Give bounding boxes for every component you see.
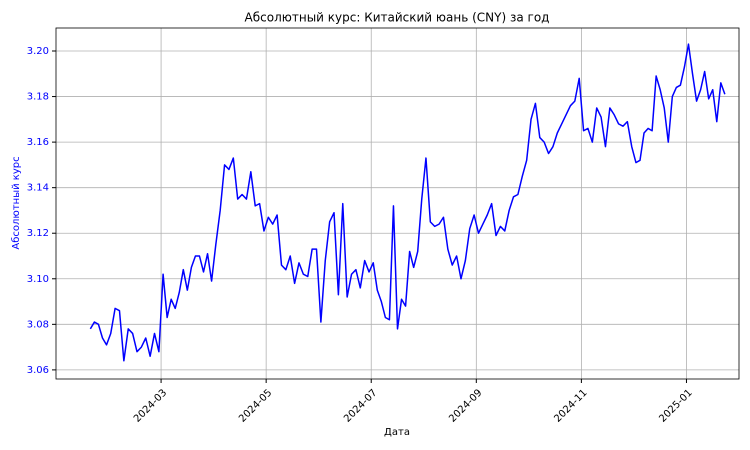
data-line: [89, 43, 726, 362]
y-tick-label: 3.10: [27, 274, 49, 285]
x-tick-label: 2024-07: [342, 387, 379, 424]
y-tick-label: 3.06: [27, 365, 49, 376]
x-tick-label: 2024-03: [132, 387, 169, 424]
x-tick-label: 2025-01: [657, 387, 694, 424]
y-tick-label: 3.14: [27, 183, 49, 194]
y-tick-label: 3.20: [27, 46, 49, 57]
y-axis-label: Абсолютный курс: [11, 156, 22, 249]
x-tick-label: 2024-11: [552, 387, 589, 424]
y-tick-label: 3.16: [27, 137, 49, 148]
chart-title: Абсолютный курс: Китайский юань (CNY) за…: [245, 11, 550, 25]
y-tick-label: 3.12: [27, 228, 49, 239]
x-axis-label: Дата: [384, 427, 410, 438]
x-tick-label: 2024-09: [447, 387, 484, 424]
y-tick-label: 3.18: [27, 92, 49, 103]
y-tick-label: 3.08: [27, 319, 49, 330]
plot-frame: [55, 27, 740, 380]
x-tick-label: 2024-05: [237, 387, 274, 424]
